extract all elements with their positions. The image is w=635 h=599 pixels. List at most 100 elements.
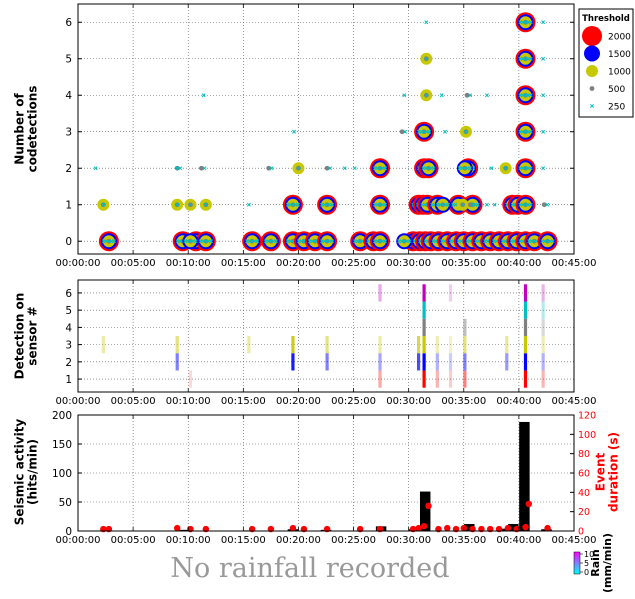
x-tick-label: 00:05:00 <box>111 258 156 269</box>
y-tick-label: 0 <box>65 526 72 538</box>
x-tick-label: 00:30:00 <box>386 396 431 407</box>
x-tick-label: 00:20:00 <box>276 535 321 546</box>
y2-tick-label: 120 <box>578 411 596 422</box>
cyan-cross-marker <box>528 20 533 25</box>
sensor-detection-bar <box>422 284 426 302</box>
codetections-x-ticks: 00:00:00 00:05:00 00:10:00 00:15:00 00:20:00… <box>56 4 596 269</box>
cyan-cross-marker <box>541 129 546 134</box>
sensor-detection-bar <box>175 353 179 371</box>
cyan-cross-marker <box>383 239 388 244</box>
y2-tick-label: 60 <box>578 469 590 480</box>
legend-entry-label: 1000 <box>608 68 631 78</box>
sensor-detection-bar <box>448 370 453 388</box>
sensor-detection-bar <box>523 353 528 371</box>
y-tick-label: 6 <box>65 288 72 300</box>
cyan-cross-marker <box>528 166 533 171</box>
seismic-bar <box>177 529 188 531</box>
sensor-detection-bar <box>463 318 467 336</box>
cyan-cross-marker <box>484 202 489 207</box>
cyan-cross-marker <box>446 202 450 207</box>
cyan-cross-marker <box>383 166 388 171</box>
codetections-markers <box>93 12 558 252</box>
rain-colorbar <box>573 551 581 575</box>
cyan-cross-marker <box>296 166 301 171</box>
seismic-bar <box>464 524 475 531</box>
cyan-cross-marker <box>328 166 333 171</box>
cyan-cross-marker <box>424 93 429 98</box>
x-tick-label: 00:40:00 <box>496 535 541 546</box>
cyan-cross-marker <box>209 239 214 244</box>
sensor-detection-bar <box>378 370 382 388</box>
x-tick-label: 00:20:00 <box>276 258 321 269</box>
sensor-detection-bar <box>247 336 251 354</box>
cyan-cross-marker <box>407 239 412 244</box>
event-duration-dot <box>415 524 422 532</box>
sensor-detection-bar <box>422 301 426 319</box>
seismic-y-label: Seismic activity(hits/min) <box>12 419 39 526</box>
cyan-cross-marker <box>402 93 407 98</box>
cyan-cross-marker <box>541 166 546 171</box>
event-duration-dot <box>525 500 533 508</box>
cyan-cross-marker <box>330 239 335 244</box>
no-rainfall-message: No rainfall recorded <box>170 553 449 584</box>
sensor-detection-bar <box>422 370 426 388</box>
cyan-cross-marker <box>528 56 533 61</box>
cyan-cross-marker <box>175 202 180 207</box>
cyan-cross-marker <box>431 166 436 171</box>
sensor-detection-bar <box>325 353 329 371</box>
legend-entry-label: 1500 <box>608 50 631 60</box>
sensor-detection-bar <box>448 284 453 302</box>
seismic-bar <box>508 524 519 531</box>
codetections-y-ticks: 0 1 2 3 4 5 6 <box>65 17 574 248</box>
x-tick-label: 00:00:00 <box>56 535 101 546</box>
cyan-cross-marker <box>468 93 473 98</box>
x-tick-label: 00:20:00 <box>276 396 321 407</box>
cyan-cross-marker <box>471 202 476 207</box>
sensor-detection-bar <box>422 318 426 336</box>
x-tick-label: 00:25:00 <box>331 535 376 546</box>
cyan-cross-marker <box>550 239 555 244</box>
label-line: Number of <box>12 93 26 165</box>
x-tick-label: 00:10:00 <box>166 258 211 269</box>
event-duration-dot <box>425 502 432 510</box>
cyan-cross-marker <box>503 166 508 171</box>
cyan-cross-marker <box>541 20 546 25</box>
cyan-cross-marker <box>541 93 546 98</box>
cyan-cross-marker <box>93 166 98 171</box>
duration-y-label: Eventduration (s) <box>593 432 620 512</box>
x-tick-label: 00:35:00 <box>441 535 486 546</box>
y-tick-label: 2 <box>65 357 72 369</box>
codetections-panel: 0 1 2 3 4 5 6 00:00:00 00:05:00 00:10:00 00:15:00… <box>12 3 596 269</box>
sensor-detection-bar <box>416 353 421 371</box>
cyan-cross-marker <box>202 166 207 171</box>
sensor-detection-bar <box>463 370 467 388</box>
label-line: duration (s) <box>607 432 621 512</box>
sensor-detection-bar <box>541 370 545 388</box>
cyan-cross-marker <box>468 166 473 171</box>
sensor-detection-bar <box>435 336 439 354</box>
legend-marker <box>586 65 598 77</box>
y-tick-label: 200 <box>52 410 72 422</box>
cyan-cross-marker <box>443 129 447 134</box>
event-duration-dot <box>504 524 512 532</box>
cyan-cross-marker <box>274 239 279 244</box>
sensor-bars <box>101 284 545 388</box>
legend-entry-label: 500 <box>608 85 625 95</box>
cyan-cross-marker <box>475 202 480 207</box>
label-line: (mm/min) <box>601 533 614 593</box>
y2-tick-label: 80 <box>578 449 590 460</box>
cyan-cross-marker <box>193 239 198 244</box>
seismic-plot-area <box>78 415 574 531</box>
sensor-detection-bar <box>541 284 545 302</box>
cyan-cross-marker <box>101 202 106 207</box>
sensor-detection-bar <box>463 336 467 354</box>
label-line: codetections <box>26 86 40 173</box>
cyan-cross-marker <box>528 93 533 98</box>
sensor-detection-bar <box>505 353 509 371</box>
x-tick-label: 00:45:00 <box>552 535 597 546</box>
event-duration-dot <box>420 522 428 530</box>
sensor-detection-bar <box>175 336 179 354</box>
